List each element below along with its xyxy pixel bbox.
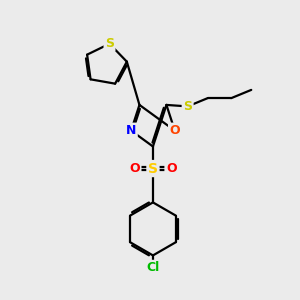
Text: O: O <box>169 124 180 137</box>
Text: O: O <box>129 162 140 175</box>
Text: Cl: Cl <box>146 261 160 274</box>
Text: N: N <box>126 124 136 137</box>
Text: O: O <box>166 162 176 175</box>
Text: S: S <box>148 161 158 176</box>
Text: S: S <box>105 37 114 50</box>
Text: S: S <box>183 100 192 113</box>
